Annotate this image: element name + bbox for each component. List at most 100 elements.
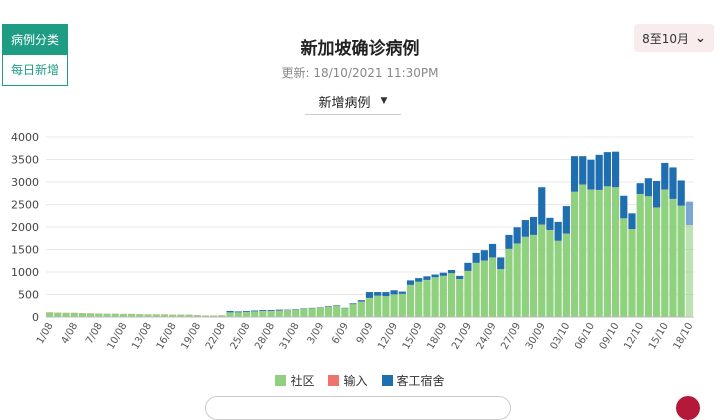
x-tick-label: 15/10: [647, 321, 671, 351]
bar-segment-community: [555, 241, 562, 317]
bar-segment-dormitory: [473, 253, 480, 263]
bar-segment-community: [349, 304, 356, 317]
x-tick-label: 24/09: [475, 321, 499, 351]
x-tick-label: 31/08: [278, 321, 302, 351]
bar-segment-community: [563, 234, 570, 317]
bar-segment-community: [358, 302, 365, 317]
bar-segment-dormitory: [645, 178, 652, 196]
bar-segment-community: [587, 190, 594, 317]
bar-segment-community: [448, 273, 455, 317]
x-tick-label: 09/10: [598, 321, 622, 351]
x-tick-label: 4/08: [60, 321, 81, 346]
bar-segment-dormitory: [267, 310, 274, 311]
bar-segment-dormitory: [620, 196, 627, 219]
bar-segment-dormitory: [669, 167, 676, 199]
bar-segment-community: [87, 313, 94, 317]
bar-segment-community: [440, 276, 447, 317]
bar-segment-community: [407, 285, 414, 317]
bar-segment-dormitory: [514, 227, 521, 243]
bar-segment-dormitory: [661, 163, 668, 190]
legend-label-community: 社区: [290, 372, 314, 389]
legend-item-dormitory[interactable]: 客工宿舍: [382, 372, 445, 389]
x-tick-label: 18/09: [425, 321, 449, 351]
bar-segment-dormitory: [235, 311, 242, 312]
bar-segment-dormitory: [251, 311, 258, 312]
y-tick-label: 3500: [11, 154, 39, 167]
bar-segment-dormitory: [432, 275, 439, 278]
bar-segment-community: [46, 313, 53, 318]
x-tick-label: 7/08: [84, 321, 105, 346]
bar-segment-dormitory: [579, 156, 586, 184]
bar-segment-community: [415, 282, 422, 317]
x-tick-label: 1/08: [35, 321, 56, 346]
bar-segment-community: [382, 296, 389, 317]
bar-segment-community: [637, 194, 644, 317]
y-tick-label: 500: [18, 289, 39, 302]
bar-segment-community: [317, 308, 324, 317]
bar-segment-dormitory: [243, 311, 250, 312]
bar-segment-dormitory: [538, 187, 545, 224]
legend-label-dormitory: 客工宿舍: [397, 372, 445, 389]
bar-segment-community: [481, 261, 488, 317]
x-tick-label: 06/10: [573, 321, 597, 351]
bar-segment-dormitory: [571, 156, 578, 192]
legend-item-community[interactable]: 社区: [275, 372, 314, 389]
bar-segment-community: [235, 313, 242, 318]
bar-segment-community: [267, 311, 274, 317]
bar-segment-community: [374, 296, 381, 317]
y-tick-label: 2000: [11, 221, 39, 234]
bar-segment-community: [300, 309, 307, 317]
bar-segment-community: [276, 311, 283, 317]
bar-segment-dormitory: [366, 292, 373, 298]
bar-segment-dormitory: [481, 250, 488, 260]
bar-segment-dormitory: [358, 300, 365, 301]
bar-segment-dormitory: [448, 270, 455, 273]
bar-segment-dormitory: [464, 263, 471, 271]
data-source-bar[interactable]: [205, 396, 511, 420]
bar-segment-dormitory: [505, 235, 512, 249]
bar-segment-community: [628, 229, 635, 317]
y-tick-label: 1000: [11, 266, 39, 279]
bar-segment-dormitory: [678, 180, 685, 205]
x-tick-label: 28/08: [253, 321, 277, 351]
x-tick-label: 3/09: [306, 321, 327, 346]
bar-segment-dormitory: [382, 292, 389, 296]
bar-segment-dormitory: [440, 273, 447, 276]
bar-segment-community: [596, 190, 603, 317]
bar-segment-community: [333, 306, 340, 317]
bar-segment-community: [325, 307, 332, 317]
bar-segment-community: [54, 313, 61, 317]
bar-segment-community: [292, 310, 299, 317]
bar-segment-dormitory: [555, 222, 562, 241]
x-tick-label: 22/08: [204, 321, 228, 351]
bar-segment-community: [341, 308, 348, 317]
y-tick-label: 3000: [11, 176, 39, 189]
bar-segment-dormitory: [399, 292, 406, 294]
notification-badge[interactable]: [676, 396, 700, 420]
bar-segment-dormitory: [604, 152, 611, 186]
bar-segment-dormitory: [259, 310, 266, 311]
bar-segment-community: [686, 225, 693, 317]
x-tick-label: 18/10: [672, 321, 696, 351]
y-tick-label: 0: [32, 311, 39, 324]
bar-segment-community: [284, 310, 291, 317]
legend-swatch-dormitory: [382, 375, 393, 386]
x-tick-label: 12/09: [376, 321, 400, 351]
bar-segment-community: [71, 313, 78, 317]
chart-bars: [46, 152, 693, 317]
legend-item-imported[interactable]: 输入: [328, 372, 367, 389]
bar-segment-dormitory: [530, 217, 537, 235]
bar-segment-dormitory: [596, 155, 603, 190]
legend-swatch-imported: [328, 375, 339, 386]
bar-segment-dormitory: [489, 244, 496, 257]
bar-segment-community: [259, 311, 266, 317]
chart-legend: 社区 输入 客工宿舍: [0, 372, 720, 389]
bar-segment-dormitory: [563, 206, 570, 233]
bar-segment-community: [489, 258, 496, 317]
x-tick-label: 03/10: [549, 321, 573, 351]
bar-segment-community: [620, 218, 627, 317]
bar-segment-community: [464, 271, 471, 317]
